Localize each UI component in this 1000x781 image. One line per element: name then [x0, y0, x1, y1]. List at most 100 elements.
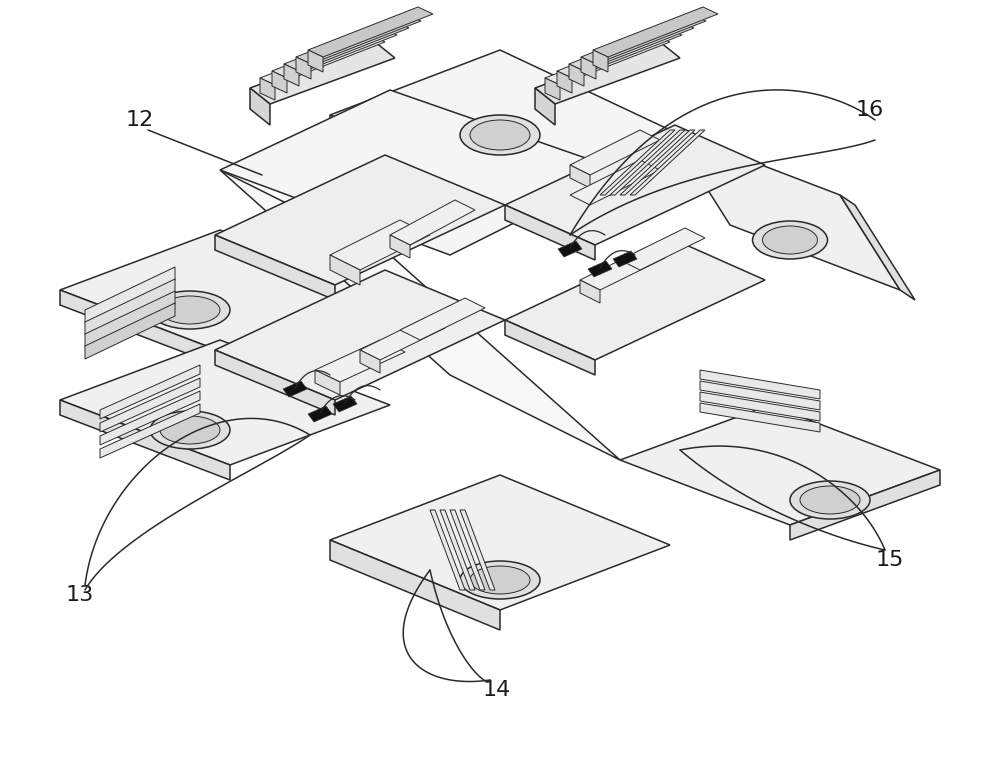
- Polygon shape: [630, 130, 705, 195]
- Ellipse shape: [753, 221, 828, 259]
- Polygon shape: [581, 14, 706, 64]
- Polygon shape: [283, 381, 307, 397]
- Polygon shape: [315, 340, 405, 382]
- Polygon shape: [450, 510, 485, 590]
- Polygon shape: [569, 64, 584, 86]
- Polygon shape: [100, 391, 200, 445]
- Ellipse shape: [150, 411, 230, 449]
- Polygon shape: [215, 270, 505, 400]
- Polygon shape: [505, 205, 595, 260]
- Polygon shape: [840, 195, 915, 300]
- Polygon shape: [100, 404, 200, 458]
- Polygon shape: [460, 510, 495, 590]
- Polygon shape: [330, 255, 360, 285]
- Polygon shape: [390, 235, 410, 258]
- Polygon shape: [588, 261, 612, 277]
- Ellipse shape: [763, 226, 818, 254]
- Polygon shape: [430, 510, 465, 590]
- Ellipse shape: [790, 481, 870, 519]
- Polygon shape: [390, 200, 475, 245]
- Polygon shape: [535, 42, 680, 104]
- Polygon shape: [700, 381, 820, 410]
- Polygon shape: [330, 50, 670, 190]
- Text: 14: 14: [483, 680, 511, 700]
- Polygon shape: [296, 57, 311, 79]
- Polygon shape: [790, 470, 940, 540]
- Polygon shape: [620, 130, 695, 195]
- Polygon shape: [315, 370, 340, 395]
- Polygon shape: [85, 303, 175, 359]
- Polygon shape: [330, 540, 500, 630]
- Polygon shape: [620, 228, 705, 270]
- Polygon shape: [620, 405, 940, 525]
- Polygon shape: [545, 35, 670, 85]
- Text: 13: 13: [66, 585, 94, 605]
- Polygon shape: [215, 235, 335, 300]
- Polygon shape: [85, 291, 175, 347]
- Polygon shape: [570, 130, 660, 175]
- Polygon shape: [593, 50, 608, 72]
- Ellipse shape: [470, 120, 530, 150]
- Polygon shape: [505, 320, 595, 375]
- Ellipse shape: [460, 561, 540, 599]
- Polygon shape: [250, 88, 270, 125]
- Polygon shape: [700, 403, 820, 432]
- Ellipse shape: [470, 566, 530, 594]
- Polygon shape: [700, 392, 820, 421]
- Polygon shape: [260, 78, 275, 100]
- Polygon shape: [330, 220, 430, 270]
- Text: 15: 15: [876, 550, 904, 570]
- Ellipse shape: [160, 416, 220, 444]
- Polygon shape: [593, 7, 718, 57]
- Polygon shape: [60, 400, 230, 480]
- Polygon shape: [545, 78, 560, 100]
- Polygon shape: [215, 350, 335, 415]
- Polygon shape: [400, 298, 485, 340]
- Polygon shape: [85, 267, 175, 323]
- Polygon shape: [100, 365, 200, 419]
- Ellipse shape: [160, 296, 220, 324]
- Polygon shape: [610, 130, 685, 195]
- Polygon shape: [360, 350, 380, 373]
- Polygon shape: [569, 21, 694, 71]
- Polygon shape: [215, 155, 505, 285]
- Ellipse shape: [800, 486, 860, 514]
- Polygon shape: [284, 21, 409, 71]
- Polygon shape: [284, 64, 299, 86]
- Polygon shape: [308, 50, 323, 72]
- Polygon shape: [570, 165, 590, 188]
- Polygon shape: [580, 248, 665, 290]
- Polygon shape: [308, 7, 433, 57]
- Polygon shape: [557, 28, 682, 78]
- Polygon shape: [557, 71, 572, 93]
- Polygon shape: [60, 340, 390, 465]
- Polygon shape: [60, 230, 390, 355]
- Polygon shape: [360, 318, 445, 360]
- Polygon shape: [60, 290, 230, 370]
- Ellipse shape: [460, 115, 540, 155]
- Text: 12: 12: [126, 110, 154, 130]
- Polygon shape: [272, 71, 287, 93]
- Polygon shape: [580, 280, 600, 303]
- Polygon shape: [535, 88, 555, 125]
- Polygon shape: [250, 42, 395, 104]
- Text: 16: 16: [856, 100, 884, 120]
- Polygon shape: [505, 240, 765, 360]
- Polygon shape: [600, 130, 675, 195]
- Polygon shape: [440, 510, 475, 590]
- Polygon shape: [333, 396, 357, 412]
- Polygon shape: [581, 57, 596, 79]
- Polygon shape: [700, 370, 820, 399]
- Polygon shape: [570, 160, 660, 205]
- Polygon shape: [613, 251, 637, 267]
- Polygon shape: [330, 475, 670, 610]
- Polygon shape: [558, 241, 582, 257]
- Polygon shape: [670, 130, 900, 290]
- Polygon shape: [505, 125, 765, 245]
- Polygon shape: [260, 35, 385, 85]
- Polygon shape: [330, 115, 500, 210]
- Ellipse shape: [150, 291, 230, 329]
- Polygon shape: [220, 90, 620, 255]
- Polygon shape: [308, 406, 332, 422]
- Polygon shape: [100, 378, 200, 432]
